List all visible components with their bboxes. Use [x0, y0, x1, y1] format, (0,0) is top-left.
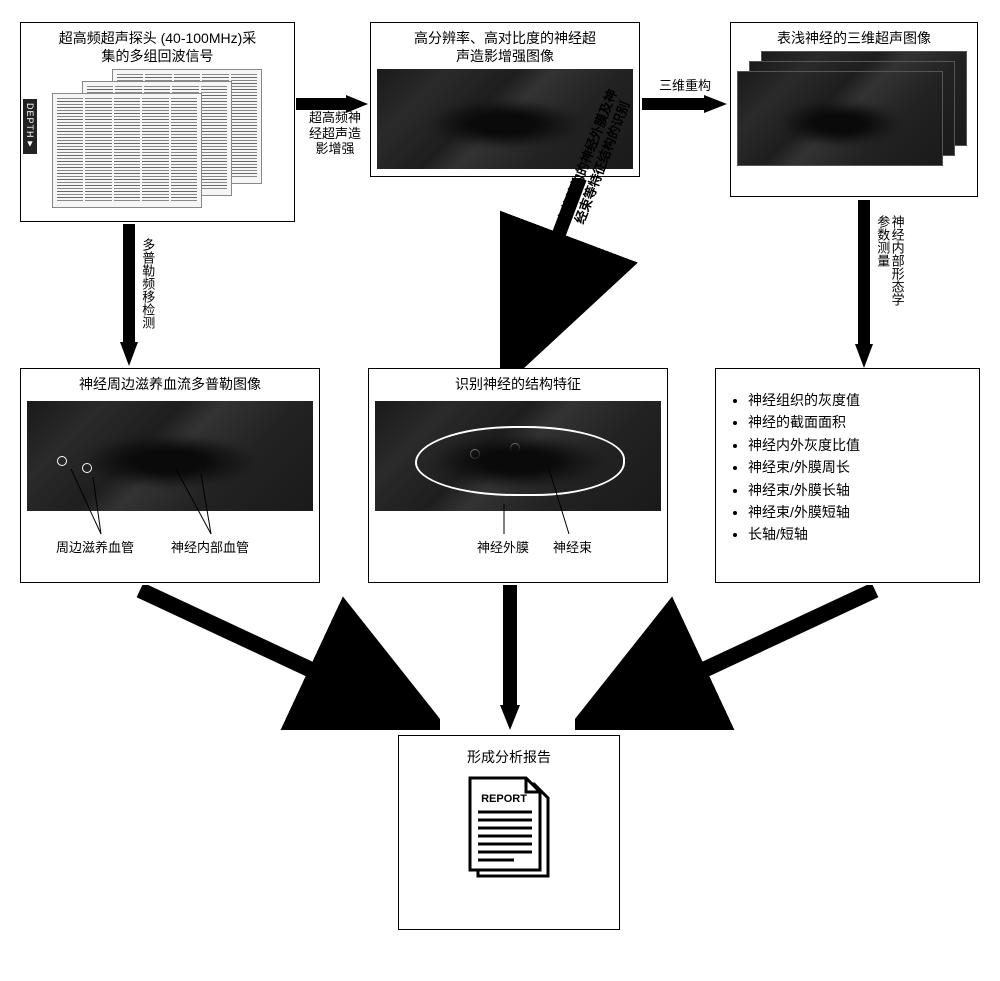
box-params: 神经组织的灰度值 神经的截面面积 神经内外灰度比值 神经束/外膜周长 神经束/外…: [715, 368, 980, 583]
box-doppler: 神经周边滋养血流多普勒图像 周边滋养血管 神经内部血管: [20, 368, 320, 583]
nerve-outline: [415, 426, 625, 496]
us-image-doppler: [27, 401, 313, 511]
stack-layer-1: [737, 71, 943, 166]
report-icon: REPORT: [464, 776, 554, 881]
param-item: 神经束/外膜短轴: [748, 501, 969, 523]
vessel-dot-4: [192, 459, 202, 469]
arrow-label-3d: 三维重构: [650, 78, 720, 94]
vessel-dot-3: [167, 453, 177, 463]
param-item: 神经组织的灰度值: [748, 389, 969, 411]
fascicle-dot-1: [470, 449, 480, 459]
caption-peripheral-vessel: 周边滋养血管: [56, 537, 134, 556]
box-report: 形成分析报告 REPORT: [398, 735, 620, 930]
param-item: 长轴/短轴: [748, 523, 969, 545]
us-image-identify: [375, 401, 661, 511]
box-doppler-title: 神经周边滋养血流多普勒图像: [27, 375, 313, 393]
param-item: 神经内外灰度比值: [748, 434, 969, 456]
arrow-enhanced-to-identify: [500, 178, 700, 370]
box-report-title: 形成分析报告: [405, 748, 613, 766]
vessel-dot-2: [82, 463, 92, 473]
caption-epineurium: 神经外膜: [477, 537, 529, 556]
arrow-identify-to-report: [500, 585, 520, 730]
stack-3d-images: [737, 51, 971, 166]
box-signals: 超高频超声探头 (40-100MHz)采 集的多组回波信号 DEPTH▼: [20, 22, 295, 222]
svg-text:REPORT: REPORT: [481, 793, 527, 805]
arrow-label-params: 神经内部形态学 参数测量: [875, 215, 904, 306]
vessel-dot-1: [57, 456, 67, 466]
box-identify: 识别神经的结构特征 神经外膜 神经束: [368, 368, 668, 583]
arrow-label-enhance: 超高频神 经超声造 影增强: [300, 110, 370, 157]
fascicle-dot-3: [540, 456, 550, 466]
box-signals-title: 超高频超声探头 (40-100MHz)采 集的多组回波信号: [27, 29, 288, 65]
box-3d-image: 表浅神经的三维超声图像: [730, 22, 978, 197]
box-3d-title: 表浅神经的三维超声图像: [737, 29, 971, 47]
param-item: 神经束/外膜长轴: [748, 479, 969, 501]
param-item: 神经的截面面积: [748, 411, 969, 433]
arrow-doppler-to-report: [130, 585, 440, 730]
fascicle-dot-2: [510, 443, 520, 453]
signal-frames-stack: DEPTH▼: [27, 69, 288, 209]
param-list: 神经组织的灰度值 神经的截面面积 神经内外灰度比值 神经束/外膜周长 神经束/外…: [726, 389, 969, 546]
arrow-enhanced-to-3d: [642, 95, 727, 113]
arrow-signals-to-doppler: [120, 224, 138, 366]
box-enhanced-title: 高分辨率、高对比度的神经超 声造影增强图像: [377, 29, 633, 65]
caption-internal-vessel: 神经内部血管: [171, 537, 249, 556]
signal-frame-1: [52, 93, 202, 208]
arrow-params-to-report: [575, 585, 885, 730]
caption-fascicle: 神经束: [553, 537, 592, 556]
box-identify-title: 识别神经的结构特征: [375, 375, 661, 393]
arrow-3d-to-params: [855, 200, 873, 368]
depth-arrow-label: DEPTH▼: [23, 99, 37, 154]
arrow-label-doppler: 多普勒频移检测: [140, 238, 154, 329]
param-item: 神经束/外膜周长: [748, 456, 969, 478]
